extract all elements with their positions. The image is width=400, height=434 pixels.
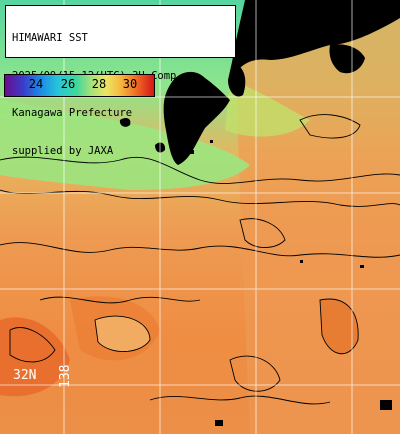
latitude-label: 32N — [13, 368, 37, 383]
land-boso — [329, 44, 365, 74]
warm-patch-southeast — [320, 299, 359, 354]
legend-tick-24: 24 — [28, 77, 44, 91]
info-title: HIMAWARI SST — [12, 32, 88, 44]
temperature-legend: 24 26 28 30 — [4, 74, 155, 97]
cool-coastal-band-east — [225, 80, 310, 137]
masked-speckles — [190, 140, 392, 426]
longitude-label: 138 — [58, 364, 73, 388]
land-honshu — [232, 0, 400, 70]
legend-tick-30: 30 — [122, 77, 138, 91]
isotherm-contours — [0, 114, 400, 405]
land-miura — [228, 62, 246, 97]
cool-coastal-band — [0, 100, 250, 190]
info-credit: supplied by JAXA — [12, 144, 114, 157]
cool-patch-center — [95, 316, 150, 352]
legend-tick-26: 26 — [60, 77, 76, 91]
land-islet-2 — [119, 117, 131, 127]
warm-patch-west — [0, 317, 70, 397]
map-info-box: HIMAWARI SST 2025/09/15 12(UTC) 3H Comp.… — [5, 5, 236, 157]
east-sea-region — [236, 0, 400, 434]
land-izu-peninsula — [163, 71, 230, 165]
legend-tick-28: 28 — [91, 77, 107, 91]
info-region: Kanagawa Prefecture — [12, 107, 133, 119]
